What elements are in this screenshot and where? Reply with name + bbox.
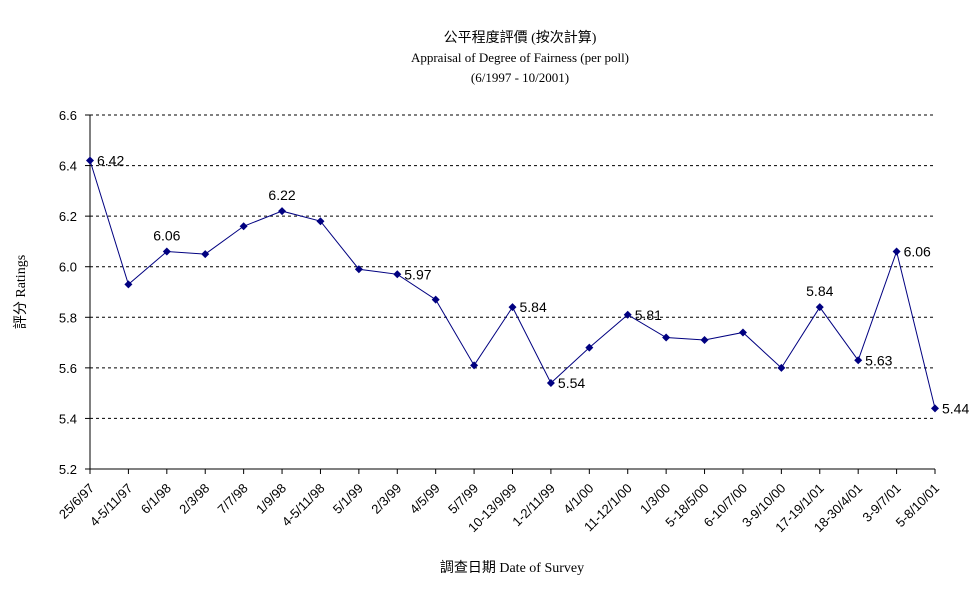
data-point <box>508 303 517 312</box>
x-tick-label: 4/1/00 <box>560 481 596 517</box>
data-point <box>86 156 94 165</box>
x-tick-labels: 25/6/974-5/11/97 6/1/98 2/3/98 7/7/98 1/9/98… <box>56 481 942 536</box>
data-point <box>931 404 939 413</box>
data-point <box>354 265 363 274</box>
x-tick-label: 5/1/99 <box>330 481 366 517</box>
chart-title: 公平程度評價 (按次計算) <box>444 29 597 46</box>
data-point <box>431 295 440 304</box>
data-label: 5.44 <box>942 400 969 416</box>
data-label: 5.81 <box>635 307 662 323</box>
data-point <box>854 356 863 365</box>
x-tick-label: 1/3/00 <box>637 481 673 517</box>
x-tick-label: 6/1/98 <box>138 481 174 517</box>
data-point <box>124 280 133 289</box>
x-tick-label: 7/7/98 <box>215 481 251 517</box>
y-tick-label: 6.6 <box>59 108 77 123</box>
x-axis-title: 調查日期 Date of Survey <box>440 560 584 576</box>
data-label: 5.97 <box>404 266 431 282</box>
data-point <box>738 328 747 337</box>
data-point <box>700 336 709 345</box>
data-label: 5.63 <box>865 352 892 368</box>
data-point <box>662 333 671 342</box>
y-tick-label: 6.0 <box>59 260 77 275</box>
data-point <box>201 250 210 259</box>
x-tick-label: 1/9/98 <box>253 481 289 517</box>
data-point <box>239 222 248 231</box>
chart-period: (6/1997 - 10/2001) <box>471 70 569 85</box>
y-tick-label: 5.4 <box>59 411 77 426</box>
data-point <box>546 379 555 388</box>
x-tick-label: 2/3/99 <box>368 481 404 517</box>
data-labels: 6.42 6.06 6.22 5.97 5.84 5.54 5.81 5.84 5.63 6.06… <box>97 153 969 417</box>
data-label: 5.54 <box>558 375 585 391</box>
x-tick-label: 4-5/11/98 <box>279 481 328 530</box>
data-point <box>393 270 402 279</box>
data-label: 5.84 <box>806 283 833 299</box>
y-tick-label: 5.2 <box>59 462 77 477</box>
data-label: 6.06 <box>153 228 180 244</box>
data-point <box>623 310 632 319</box>
data-points <box>86 156 939 413</box>
data-label: 6.22 <box>268 187 295 203</box>
x-tick-label: 4-5/11/97 <box>87 481 136 530</box>
data-point <box>470 361 479 370</box>
x-tick-label: 4/5/99 <box>407 481 443 517</box>
x-tick-label: 2/3/98 <box>176 481 212 517</box>
y-tick-label: 6.2 <box>59 209 77 224</box>
y-tick-label: 6.4 <box>59 159 77 174</box>
y-tick-label: 5.8 <box>59 310 77 325</box>
grid-lines <box>90 114 935 419</box>
data-point <box>777 363 786 372</box>
data-label: 6.42 <box>97 153 124 169</box>
y-tick-labels: 5.2 5.4 5.6 5.8 6.0 6.2 6.4 6.6 <box>59 108 77 477</box>
data-point <box>278 207 287 216</box>
data-point <box>585 343 594 352</box>
x-tick-label: 5/7/99 <box>445 481 481 517</box>
axes <box>85 114 936 474</box>
data-point <box>316 217 325 226</box>
data-point <box>815 303 824 312</box>
y-tick-label: 5.6 <box>59 361 77 376</box>
y-axis-title: 評分 Ratings <box>13 255 29 329</box>
data-point <box>162 247 171 256</box>
x-tick-label: 1-2/11/99 <box>509 481 558 530</box>
data-label: 5.84 <box>520 299 547 315</box>
data-label: 6.06 <box>904 244 931 260</box>
chart-subtitle: Appraisal of Degree of Fairness (per pol… <box>411 50 629 65</box>
data-point <box>892 247 901 256</box>
